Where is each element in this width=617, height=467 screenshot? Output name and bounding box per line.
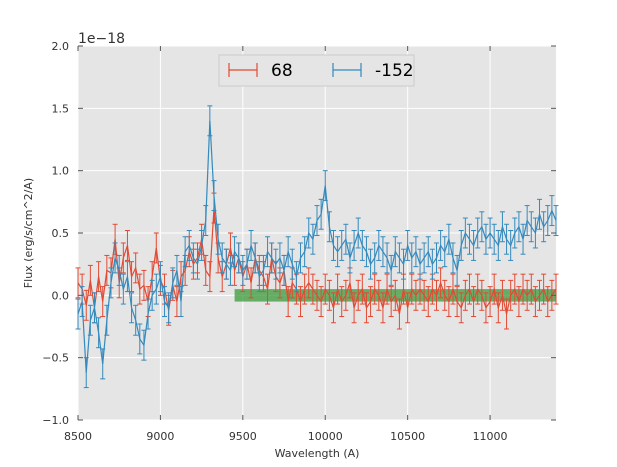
x-axis-label: Wavelength (A) [275, 447, 360, 460]
y-axis-label: Flux (erg/s/cm^2/A) [22, 178, 35, 288]
x-tick-label: 9000 [146, 430, 174, 443]
legend: 68 -152 [218, 54, 415, 87]
y-tick-label: 2.0 [52, 40, 70, 53]
series-layer [75, 105, 559, 389]
y-tick-label: 1.0 [52, 165, 70, 178]
ticks: 8500 9000 9500 10000 10500 11000 −1.0 −0.5 0.0 0.… [42, 40, 556, 443]
x-tick-label: 9500 [229, 430, 257, 443]
x-tick-label: 11000 [473, 430, 508, 443]
x-tick-label: 10000 [308, 430, 343, 443]
x-tick-label: 10500 [390, 430, 425, 443]
y-tick-label: 0.0 [52, 289, 70, 302]
legend-entry: -152 [332, 61, 414, 81]
y-tick-label: −1.0 [42, 414, 69, 427]
y-tick-label: 0.5 [52, 227, 70, 240]
y-offset-label: 1e−18 [78, 31, 125, 47]
y-tick-label: 1.5 [52, 102, 70, 115]
legend-label: 68 [271, 61, 293, 81]
y-tick-label: −0.5 [42, 352, 69, 365]
x-tick-label: 8500 [64, 430, 92, 443]
legend-entry: 68 [228, 61, 293, 81]
series-2 [75, 105, 559, 389]
legend-label: -152 [375, 61, 414, 81]
